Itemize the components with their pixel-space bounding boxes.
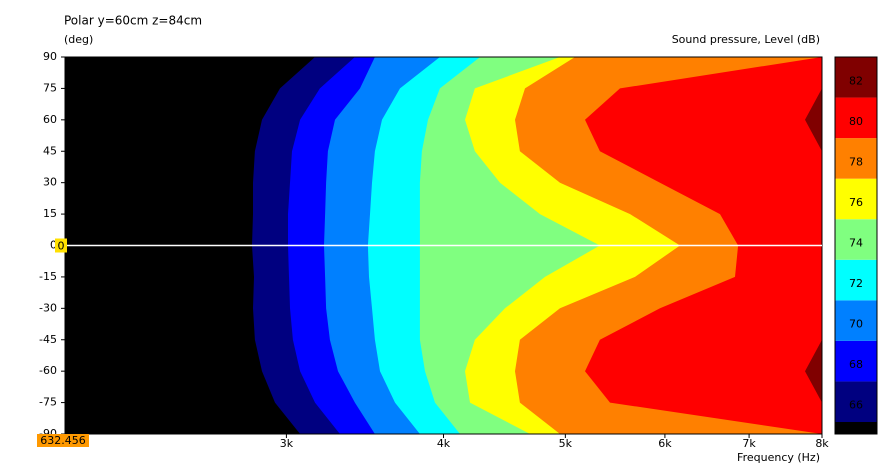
colorbar-label: 68 xyxy=(849,358,863,371)
y-tick-label: 75 xyxy=(43,81,57,94)
y-tick-label: 45 xyxy=(43,144,57,157)
y-tick-label: -45 xyxy=(39,333,57,346)
x-tick-label: 4k xyxy=(437,437,451,450)
x-axis-label: Frequency (Hz) xyxy=(737,451,820,464)
x-tick-label: 7k xyxy=(742,437,756,450)
colorbar-frame xyxy=(834,56,878,435)
colorbar-label: 74 xyxy=(849,237,863,250)
x-tick-label: 6k xyxy=(658,437,672,450)
contour-region xyxy=(805,57,822,434)
y-tick-label: 90 xyxy=(43,50,57,63)
chart-title: Polar y=60cm z=84cm xyxy=(64,14,202,28)
colorbar-band xyxy=(835,219,877,260)
colorbar-label: Sound pressure, Level (dB) xyxy=(672,33,820,46)
colorbar-below xyxy=(835,422,877,434)
y-tick-label: 60 xyxy=(43,113,57,126)
x-tick-label: 5k xyxy=(559,437,573,450)
colorbar-label: 76 xyxy=(849,196,863,209)
y-tick-label: -75 xyxy=(39,396,57,409)
colorbar-label: 70 xyxy=(849,318,863,331)
y-tick-label: 15 xyxy=(43,207,57,220)
contour-region xyxy=(585,57,822,434)
colorbar-label: 78 xyxy=(849,155,863,168)
y-axis-label: (deg) xyxy=(64,33,93,46)
colorbar-band xyxy=(835,178,877,220)
x-tick-label: 8k xyxy=(815,437,829,450)
x-tick-label: 3k xyxy=(280,437,294,450)
colorbar-band xyxy=(835,57,877,98)
colorbar-band xyxy=(835,97,877,139)
colorbar-band xyxy=(835,340,877,382)
colorbar-band xyxy=(835,138,877,179)
colorbar-label: 72 xyxy=(849,277,863,290)
colorbar-band xyxy=(835,300,877,341)
cursor-marker-label: 0 xyxy=(58,240,65,253)
colorbar-band xyxy=(835,381,877,422)
colorbar-band xyxy=(835,259,877,301)
cursor-marker xyxy=(55,238,67,253)
y-tick-label: -30 xyxy=(39,301,57,314)
y-tick-label: 0 xyxy=(50,239,57,252)
colorbar-label: 80 xyxy=(849,115,863,128)
y-tick-label: -15 xyxy=(39,270,57,283)
cursor-readout-box xyxy=(37,434,89,447)
y-tick-label: -60 xyxy=(39,364,57,377)
cursor-readout: 632.456 xyxy=(40,434,86,447)
colorbar-label: 82 xyxy=(849,74,863,87)
y-tick-label: 30 xyxy=(43,176,57,189)
colorbar-label: 66 xyxy=(849,399,863,412)
